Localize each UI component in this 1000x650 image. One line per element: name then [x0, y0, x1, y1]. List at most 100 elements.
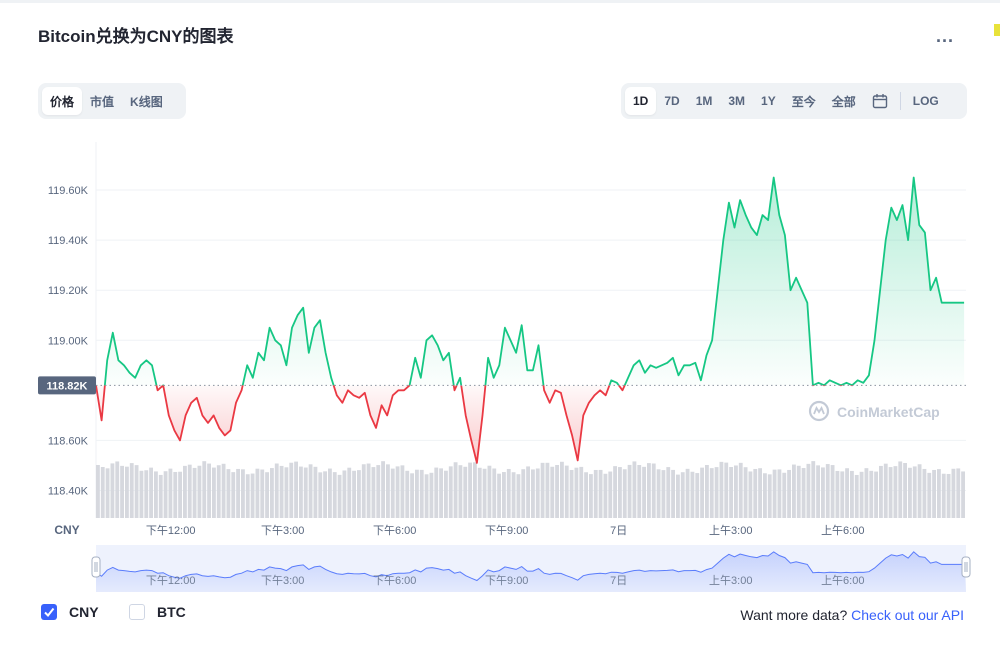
- volume-bar: [608, 471, 613, 518]
- volume-bar: [173, 471, 178, 518]
- chart-title: Bitcoin兑换为CNY的图表: [38, 27, 234, 46]
- volume-bar: [932, 469, 936, 518]
- navigator-handle-right[interactable]: [961, 556, 971, 578]
- chart-type-toggle: 价格 市值 K线图: [38, 83, 186, 119]
- x-tick-label: 7日: [610, 525, 627, 537]
- volume-bar: [463, 466, 468, 518]
- top-divider: [0, 0, 1000, 3]
- btc-checkbox[interactable]: [129, 604, 145, 620]
- btc-toggle[interactable]: BTC: [129, 604, 186, 620]
- volume-bar: [734, 465, 738, 518]
- volume-bar: [125, 466, 129, 518]
- x-tick-label: 下午9:00: [485, 524, 528, 537]
- navigator-tick-label: 下午9:00: [485, 574, 528, 587]
- volume-bar: [627, 464, 632, 518]
- volume-bar: [323, 471, 327, 518]
- volume-bar: [685, 468, 690, 518]
- volume-bar: [347, 467, 352, 518]
- volume-bar: [569, 469, 574, 518]
- range-3m[interactable]: 3M: [728, 94, 746, 108]
- volume-bar: [371, 467, 376, 518]
- volume-bar: [903, 463, 907, 518]
- volume-bar: [134, 465, 139, 518]
- volume-bar: [245, 474, 250, 518]
- volume-bar: [250, 473, 255, 518]
- volume-bar: [680, 472, 685, 518]
- volume-bar: [816, 465, 820, 518]
- volume-bar: [700, 467, 704, 518]
- cny-toggle[interactable]: CNY: [41, 604, 99, 620]
- volume-bar: [183, 465, 187, 518]
- tab-price[interactable]: 价格: [42, 87, 83, 115]
- range-7d[interactable]: 7D: [664, 94, 680, 108]
- volume-bar: [299, 466, 303, 518]
- volume-bar: [671, 469, 675, 518]
- api-link[interactable]: Check out our API: [851, 607, 964, 623]
- volume-bar: [386, 464, 390, 518]
- price-chart[interactable]: 119.60K 119.40K 119.20K 119.00K 118.60K 118.4…: [0, 130, 1000, 595]
- reference-label-bg: [38, 376, 96, 395]
- navigator-tick-label: 上午3:00: [709, 574, 752, 587]
- volume-bar: [758, 468, 762, 518]
- volume-bar: [279, 465, 284, 518]
- volume-bar: [593, 469, 598, 518]
- volume-bar: [535, 468, 540, 518]
- cny-label: CNY: [69, 604, 99, 620]
- navigator-tick-label: 下午6:00: [373, 574, 416, 587]
- volume-bar: [603, 473, 608, 518]
- volume-bar: [879, 465, 883, 518]
- volume-bar: [192, 467, 197, 518]
- volume-bar: [202, 461, 207, 518]
- volume-bar: [642, 466, 646, 518]
- volume-bar: [724, 462, 729, 518]
- volume-bar: [241, 469, 245, 518]
- reference-line: 118.82K: [38, 376, 966, 395]
- volume-bar: [738, 462, 743, 518]
- volume-bar: [787, 469, 791, 518]
- volume-bar: [540, 462, 545, 518]
- volume-bar: [821, 467, 825, 518]
- x-tick-label: 下午12:00: [146, 524, 196, 537]
- volume-bar: [912, 466, 917, 518]
- watermark-text: CoinMarketCap: [837, 404, 940, 420]
- tab-candlestick[interactable]: K线图: [130, 94, 163, 109]
- volume-bar: [415, 469, 419, 518]
- log-scale-button[interactable]: LOG: [912, 94, 939, 108]
- range-ytd[interactable]: 至今: [791, 94, 816, 109]
- range-all[interactable]: 全部: [831, 94, 856, 109]
- range-1m[interactable]: 1M: [695, 94, 713, 108]
- volume-bars: [96, 461, 965, 518]
- more-options-icon[interactable]: ...: [936, 26, 955, 46]
- area-above-reference: [96, 177, 965, 386]
- volume-bar: [178, 471, 182, 518]
- volume-bar: [782, 472, 787, 518]
- edge-marker: [994, 24, 1000, 36]
- volume-bar: [168, 468, 173, 518]
- volume-bar: [294, 461, 298, 518]
- volume-bar: [676, 474, 680, 518]
- calendar-icon[interactable]: [864, 87, 896, 115]
- navigator-handle-left[interactable]: [91, 556, 101, 578]
- area-below-reference: [96, 385, 965, 463]
- cny-checkbox[interactable]: [41, 604, 57, 620]
- volume-bar: [405, 470, 410, 518]
- navigator-tick-label: 下午12:00: [146, 574, 196, 587]
- volume-bar: [419, 469, 424, 518]
- volume-bar: [110, 463, 115, 518]
- y-tick-label: 119.00K: [48, 335, 89, 347]
- volume-bar: [129, 463, 134, 518]
- range-1y[interactable]: 1Y: [761, 94, 776, 108]
- volume-bar: [516, 474, 521, 518]
- range-1d[interactable]: 1D: [625, 87, 657, 115]
- volume-bar: [458, 465, 463, 518]
- volume-bar: [729, 466, 733, 518]
- volume-bar: [656, 469, 661, 518]
- volume-bar: [864, 468, 869, 518]
- volume-bar: [429, 472, 434, 518]
- volume-bar: [231, 472, 236, 518]
- volume-bar: [888, 467, 893, 518]
- volume-bar: [748, 471, 753, 518]
- volume-bar: [366, 463, 371, 518]
- volume-bar: [313, 466, 318, 518]
- tab-market-cap[interactable]: 市值: [90, 94, 115, 109]
